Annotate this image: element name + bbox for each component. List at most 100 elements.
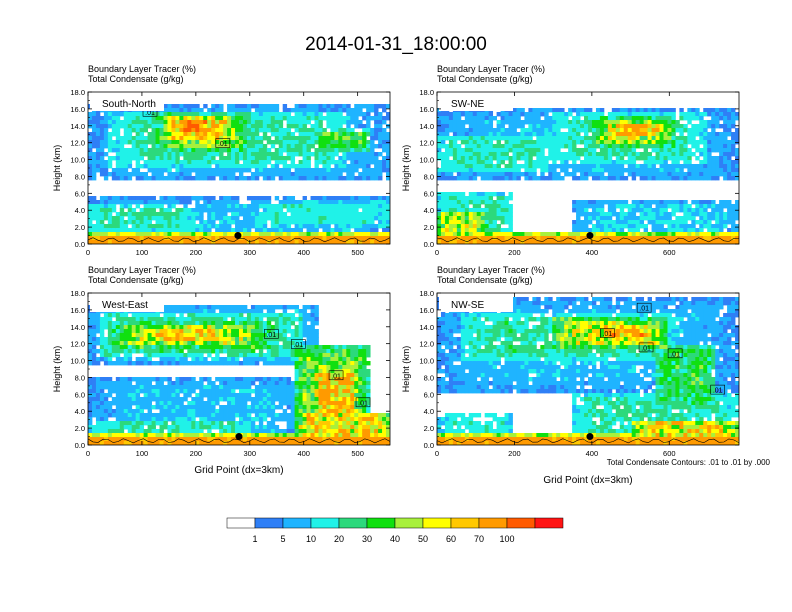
field-cell bbox=[456, 212, 462, 217]
field-cell bbox=[131, 196, 137, 201]
field-cell bbox=[88, 168, 93, 173]
field-cell bbox=[568, 164, 573, 169]
field-cell bbox=[131, 433, 137, 438]
field-cell bbox=[540, 176, 545, 181]
field-cell bbox=[167, 108, 172, 113]
field-cell bbox=[103, 224, 109, 229]
field-cell bbox=[195, 164, 200, 169]
field-cell bbox=[123, 168, 129, 173]
field-cell bbox=[294, 148, 299, 153]
field-cell bbox=[386, 200, 390, 205]
field-cell bbox=[262, 108, 268, 113]
field-cell bbox=[171, 333, 176, 338]
field-cell bbox=[99, 417, 105, 422]
field-cell bbox=[386, 204, 390, 209]
field-cell bbox=[508, 212, 513, 217]
field-cell bbox=[270, 172, 276, 177]
field-cell bbox=[187, 144, 192, 149]
field-cell bbox=[270, 240, 276, 244]
field-cell bbox=[346, 208, 351, 213]
field-cell bbox=[135, 220, 141, 225]
field-cell bbox=[619, 116, 625, 121]
field-cell bbox=[123, 361, 129, 366]
field-cell bbox=[88, 429, 93, 434]
field-cell bbox=[342, 196, 347, 201]
field-cell bbox=[552, 148, 557, 153]
field-cell bbox=[147, 433, 152, 438]
field-cell bbox=[342, 176, 347, 181]
field-cell bbox=[731, 236, 736, 241]
x-tick-label: 500 bbox=[351, 248, 364, 257]
field-cell bbox=[278, 204, 284, 209]
field-cell bbox=[723, 224, 728, 229]
field-cell bbox=[607, 132, 613, 137]
field-cell bbox=[298, 104, 303, 109]
field-cell bbox=[99, 425, 105, 430]
field-cell bbox=[584, 108, 589, 113]
field-cell bbox=[135, 317, 141, 322]
field-cell bbox=[663, 236, 668, 241]
field-cell bbox=[175, 425, 180, 430]
field-cell bbox=[334, 232, 339, 237]
field-cell bbox=[278, 128, 284, 133]
field-cell bbox=[103, 120, 109, 125]
field-cell bbox=[584, 200, 589, 205]
field-cell bbox=[322, 228, 327, 233]
field-cell bbox=[544, 120, 549, 125]
field-cell bbox=[623, 132, 629, 137]
field-cell bbox=[500, 236, 505, 241]
field-cell bbox=[635, 220, 641, 225]
field-cell bbox=[711, 212, 716, 217]
field-cell bbox=[239, 224, 244, 229]
field-cell bbox=[556, 116, 561, 121]
field-cell bbox=[318, 168, 323, 173]
field-cell bbox=[318, 108, 323, 113]
field-cell bbox=[655, 136, 660, 141]
field-cell bbox=[504, 120, 509, 125]
field-cell bbox=[326, 196, 331, 201]
field-cell bbox=[310, 224, 315, 229]
field-cell bbox=[735, 156, 739, 161]
field-cell bbox=[151, 228, 156, 233]
field-cell bbox=[524, 112, 529, 117]
field-cell bbox=[119, 393, 125, 398]
field-cell bbox=[595, 152, 601, 157]
field-cell bbox=[500, 212, 505, 217]
field-cell bbox=[504, 236, 509, 241]
field-cell bbox=[258, 112, 264, 117]
y-tick-label: 2.0 bbox=[424, 223, 434, 232]
field-cell bbox=[95, 401, 101, 406]
field-cell bbox=[667, 224, 672, 229]
field-cell bbox=[155, 172, 160, 177]
field-cell bbox=[544, 236, 549, 241]
field-cell bbox=[330, 220, 335, 225]
field-cell bbox=[580, 176, 585, 181]
field-cell bbox=[667, 236, 672, 241]
field-cell bbox=[472, 160, 478, 165]
field-cell bbox=[386, 140, 390, 145]
field-cell bbox=[167, 124, 172, 129]
field-cell bbox=[143, 393, 148, 398]
field-cell bbox=[627, 132, 633, 137]
field-cell bbox=[651, 148, 656, 153]
field-cell bbox=[278, 240, 284, 244]
field-cell bbox=[219, 148, 224, 153]
field-cell bbox=[88, 349, 93, 354]
field-cell bbox=[223, 112, 228, 117]
field-cell bbox=[123, 128, 129, 133]
field-cell bbox=[223, 148, 228, 153]
field-cell bbox=[370, 172, 375, 177]
field-cell bbox=[437, 140, 442, 145]
field-cell bbox=[663, 172, 668, 177]
field-cell bbox=[488, 212, 494, 217]
field-cell bbox=[655, 176, 660, 181]
field-cell bbox=[584, 224, 589, 229]
field-cell bbox=[687, 204, 692, 209]
field-cell bbox=[191, 220, 196, 225]
field-cell bbox=[278, 160, 284, 165]
field-cell bbox=[88, 341, 93, 346]
field-cell bbox=[711, 200, 716, 205]
field-cell bbox=[715, 120, 720, 125]
field-cell bbox=[615, 124, 621, 129]
field-cell bbox=[358, 232, 363, 237]
